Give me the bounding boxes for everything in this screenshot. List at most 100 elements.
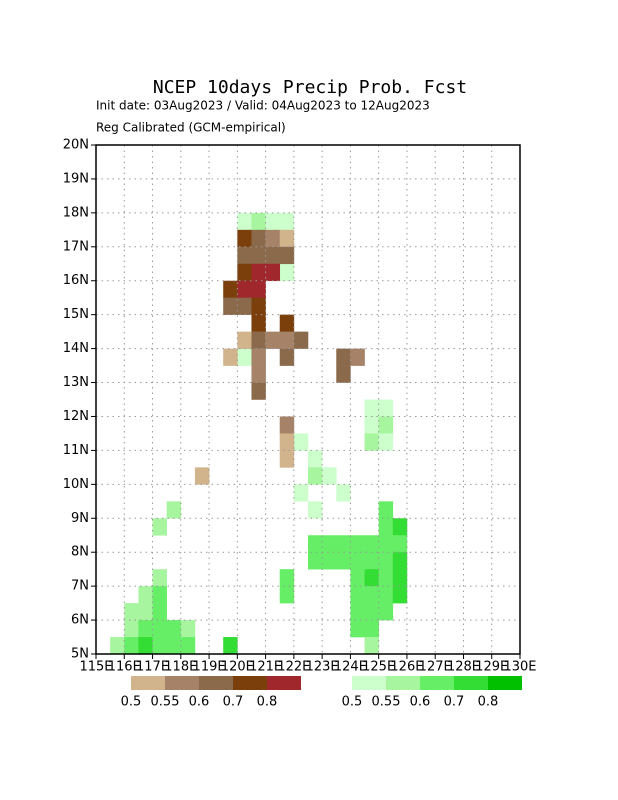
x-tick-label: 119E — [193, 660, 226, 675]
y-tick-label: 5N — [71, 647, 89, 662]
prob-cell — [237, 263, 252, 282]
prob-cell — [308, 535, 323, 553]
prob-cell — [364, 416, 379, 434]
prob-cell — [237, 229, 252, 248]
prob-cell — [293, 484, 309, 502]
y-tick-label: 7N — [71, 579, 89, 594]
prob-cell — [124, 603, 139, 621]
prob-cell — [251, 212, 266, 231]
prob-cell — [350, 586, 365, 604]
legend-label: 0.8 — [257, 695, 278, 710]
prob-cell — [350, 552, 365, 570]
prob-cell — [322, 467, 337, 485]
prob-cell — [308, 501, 323, 519]
prob-cell — [279, 416, 295, 434]
x-tick-label: 117E — [136, 660, 169, 675]
prob-cell — [251, 263, 266, 282]
prob-cell — [392, 586, 408, 604]
legend-swatch — [199, 676, 233, 690]
prob-cell — [279, 348, 295, 366]
y-tick-label: 20N — [63, 138, 89, 153]
y-tick-label: 15N — [63, 307, 89, 322]
prob-cell — [308, 552, 323, 570]
prob-cell — [152, 569, 167, 587]
y-tick-label: 16N — [63, 273, 89, 288]
prob-cell — [336, 484, 351, 502]
y-tick-label: 17N — [63, 239, 89, 254]
prob-cell — [279, 263, 295, 282]
prob-cell — [336, 535, 351, 553]
prob-cell — [237, 348, 252, 366]
prob-cell — [293, 433, 309, 451]
prob-cell — [265, 212, 281, 231]
prob-cell — [350, 569, 365, 587]
prob-cell — [350, 348, 365, 366]
y-tick-label: 12N — [63, 409, 89, 424]
prob-cell — [152, 620, 167, 638]
prob-cell — [378, 399, 394, 417]
prob-cell — [251, 331, 266, 349]
x-tick-label: 127E — [419, 660, 452, 675]
legend-label: 0.55 — [372, 695, 401, 710]
legend-label: 0.7 — [223, 695, 244, 710]
legend-swatch — [352, 676, 386, 690]
prob-cell — [152, 603, 167, 621]
y-tick-label: 10N — [63, 477, 89, 492]
prob-cell — [237, 246, 252, 265]
chart-title: NCEP 10days Precip Prob. Fcst — [153, 77, 467, 98]
prob-cell — [251, 246, 266, 265]
x-tick-label: 128E — [447, 660, 480, 675]
prob-cell — [378, 518, 394, 536]
legend-swatch — [131, 676, 165, 690]
legend-swatch — [267, 676, 301, 690]
prob-cell — [152, 637, 167, 655]
prob-cell — [265, 246, 281, 265]
prob-cell — [279, 569, 295, 587]
prob-cell — [364, 399, 379, 417]
cells — [110, 212, 408, 655]
x-tick-label: 124E — [334, 660, 367, 675]
legend-label: 0.6 — [189, 695, 210, 710]
y-tick-label: 9N — [71, 511, 89, 526]
legend-swatch — [386, 676, 420, 690]
prob-cell — [392, 552, 408, 570]
prob-cell — [293, 331, 309, 349]
prob-cell — [378, 416, 394, 434]
x-tick-label: 122E — [277, 660, 310, 675]
prob-cell — [124, 637, 139, 655]
prob-cell — [350, 620, 365, 638]
prob-cell — [279, 229, 295, 248]
prob-cell — [336, 348, 351, 366]
prob-cell — [251, 229, 266, 248]
prob-cell — [223, 637, 238, 655]
x-tick-label: 130E — [503, 660, 536, 675]
prob-cell — [166, 501, 182, 519]
prob-cell — [124, 620, 139, 638]
prob-cell — [223, 297, 238, 315]
x-tick-label: 123E — [306, 660, 339, 675]
prob-cell — [166, 637, 182, 655]
plot-frame — [95, 144, 521, 655]
x-tick-label: 125E — [362, 660, 395, 675]
prob-cell — [378, 603, 394, 621]
prob-cell — [152, 586, 167, 604]
prob-cell — [308, 467, 323, 485]
x-tick-label: 121E — [249, 660, 282, 675]
prob-cell — [279, 212, 295, 231]
y-tick-label: 11N — [63, 443, 89, 458]
prob-cell — [378, 552, 394, 570]
prob-cell — [265, 229, 281, 248]
y-tick-label: 14N — [63, 341, 89, 356]
prob-cell — [392, 518, 408, 536]
legend-label: 0.5 — [121, 695, 142, 710]
prob-cell — [223, 280, 238, 298]
prob-cell — [378, 501, 394, 519]
prob-cell — [223, 348, 238, 366]
prob-cell — [138, 586, 153, 604]
y-tick-label: 13N — [63, 375, 89, 390]
prob-cell — [364, 433, 379, 451]
prob-cell — [364, 586, 379, 604]
prob-cell — [279, 586, 295, 604]
prob-cell — [364, 603, 379, 621]
